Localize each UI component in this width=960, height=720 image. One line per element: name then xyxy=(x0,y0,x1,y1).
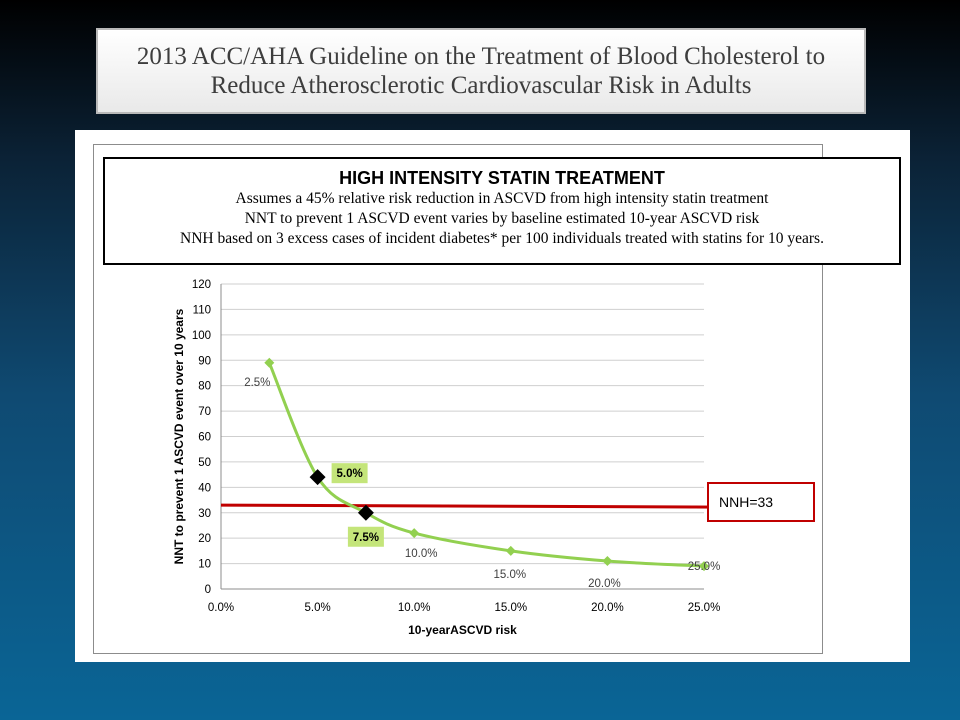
y-tick-label: 110 xyxy=(193,304,211,316)
highlight-label-bg xyxy=(331,463,368,484)
data-point-label: 2.5% xyxy=(244,377,270,389)
data-point-marker xyxy=(505,545,516,556)
y-tick-label: 10 xyxy=(198,559,211,571)
y-tick-label: 50 xyxy=(198,457,211,469)
highlight-point-marker xyxy=(309,469,326,486)
y-tick-label: 90 xyxy=(198,355,211,367)
chart-panel: HIGH INTENSITY STATIN TREATMENT Assumes … xyxy=(75,130,910,662)
data-point-marker xyxy=(602,556,613,567)
y-tick-label: 60 xyxy=(198,432,211,444)
highlight-point-marker xyxy=(357,504,374,521)
y-tick-label: 120 xyxy=(192,279,211,291)
slide-title-banner: 2013 ACC/AHA Guideline on the Treatment … xyxy=(96,28,866,114)
info-line-1: Assumes a 45% relative risk reduction in… xyxy=(235,190,769,207)
y-tick-label: 20 xyxy=(198,533,211,545)
nnh-label: NNH=33 xyxy=(719,494,773,510)
y-axis-title: NNT to prevent 1 ASCVD event over 10 yea… xyxy=(172,308,186,564)
nnt-chart: 0 10 20 30 40 50 60 70 80 90 100 110 120 0.0% 5.0% 10.0… xyxy=(172,279,815,637)
y-tick-label: 100 xyxy=(192,330,211,342)
data-point-marker xyxy=(699,561,709,572)
x-tick-label: 10.0% xyxy=(398,602,431,614)
y-tick-label: 40 xyxy=(198,482,211,494)
x-tick-label: 25.0% xyxy=(688,602,721,614)
chart-frame xyxy=(93,144,823,654)
data-point-marker xyxy=(264,357,275,368)
y-tick-label: 70 xyxy=(198,406,211,418)
info-line-2: NNT to prevent 1 ASCVD event varies by b… xyxy=(244,210,760,227)
info-heading: HIGH INTENSITY STATIN TREATMENT xyxy=(339,168,665,188)
slide-title: 2013 ACC/AHA Guideline on the Treatment … xyxy=(136,43,826,99)
data-point-label: 20.0% xyxy=(588,578,621,590)
y-tick-label: 0 xyxy=(205,584,211,596)
highlight-point-label: 7.5% xyxy=(353,532,379,544)
data-point-label: 15.0% xyxy=(493,569,526,581)
data-point-label: 25.0% xyxy=(688,561,721,573)
x-tick-label: 0.0% xyxy=(208,602,234,614)
highlight-point-label: 5.0% xyxy=(336,468,362,480)
x-axis-title: 10-yearASCVD risk xyxy=(408,623,517,637)
data-point-label: 10.0% xyxy=(405,548,438,560)
info-box: HIGH INTENSITY STATIN TREATMENT Assumes … xyxy=(103,157,901,265)
y-tick-label: 80 xyxy=(198,381,211,393)
y-tick-label: 30 xyxy=(198,508,211,520)
nnh-reference-line xyxy=(220,503,724,509)
nnh-label-box xyxy=(707,482,815,522)
x-tick-label: 20.0% xyxy=(591,602,624,614)
data-point-marker xyxy=(409,528,420,539)
highlight-label-bg xyxy=(347,526,384,547)
x-tick-label: 15.0% xyxy=(494,602,527,614)
x-tick-label: 5.0% xyxy=(304,602,330,614)
info-line-3: NNH based on 3 excess cases of incident … xyxy=(180,230,824,247)
